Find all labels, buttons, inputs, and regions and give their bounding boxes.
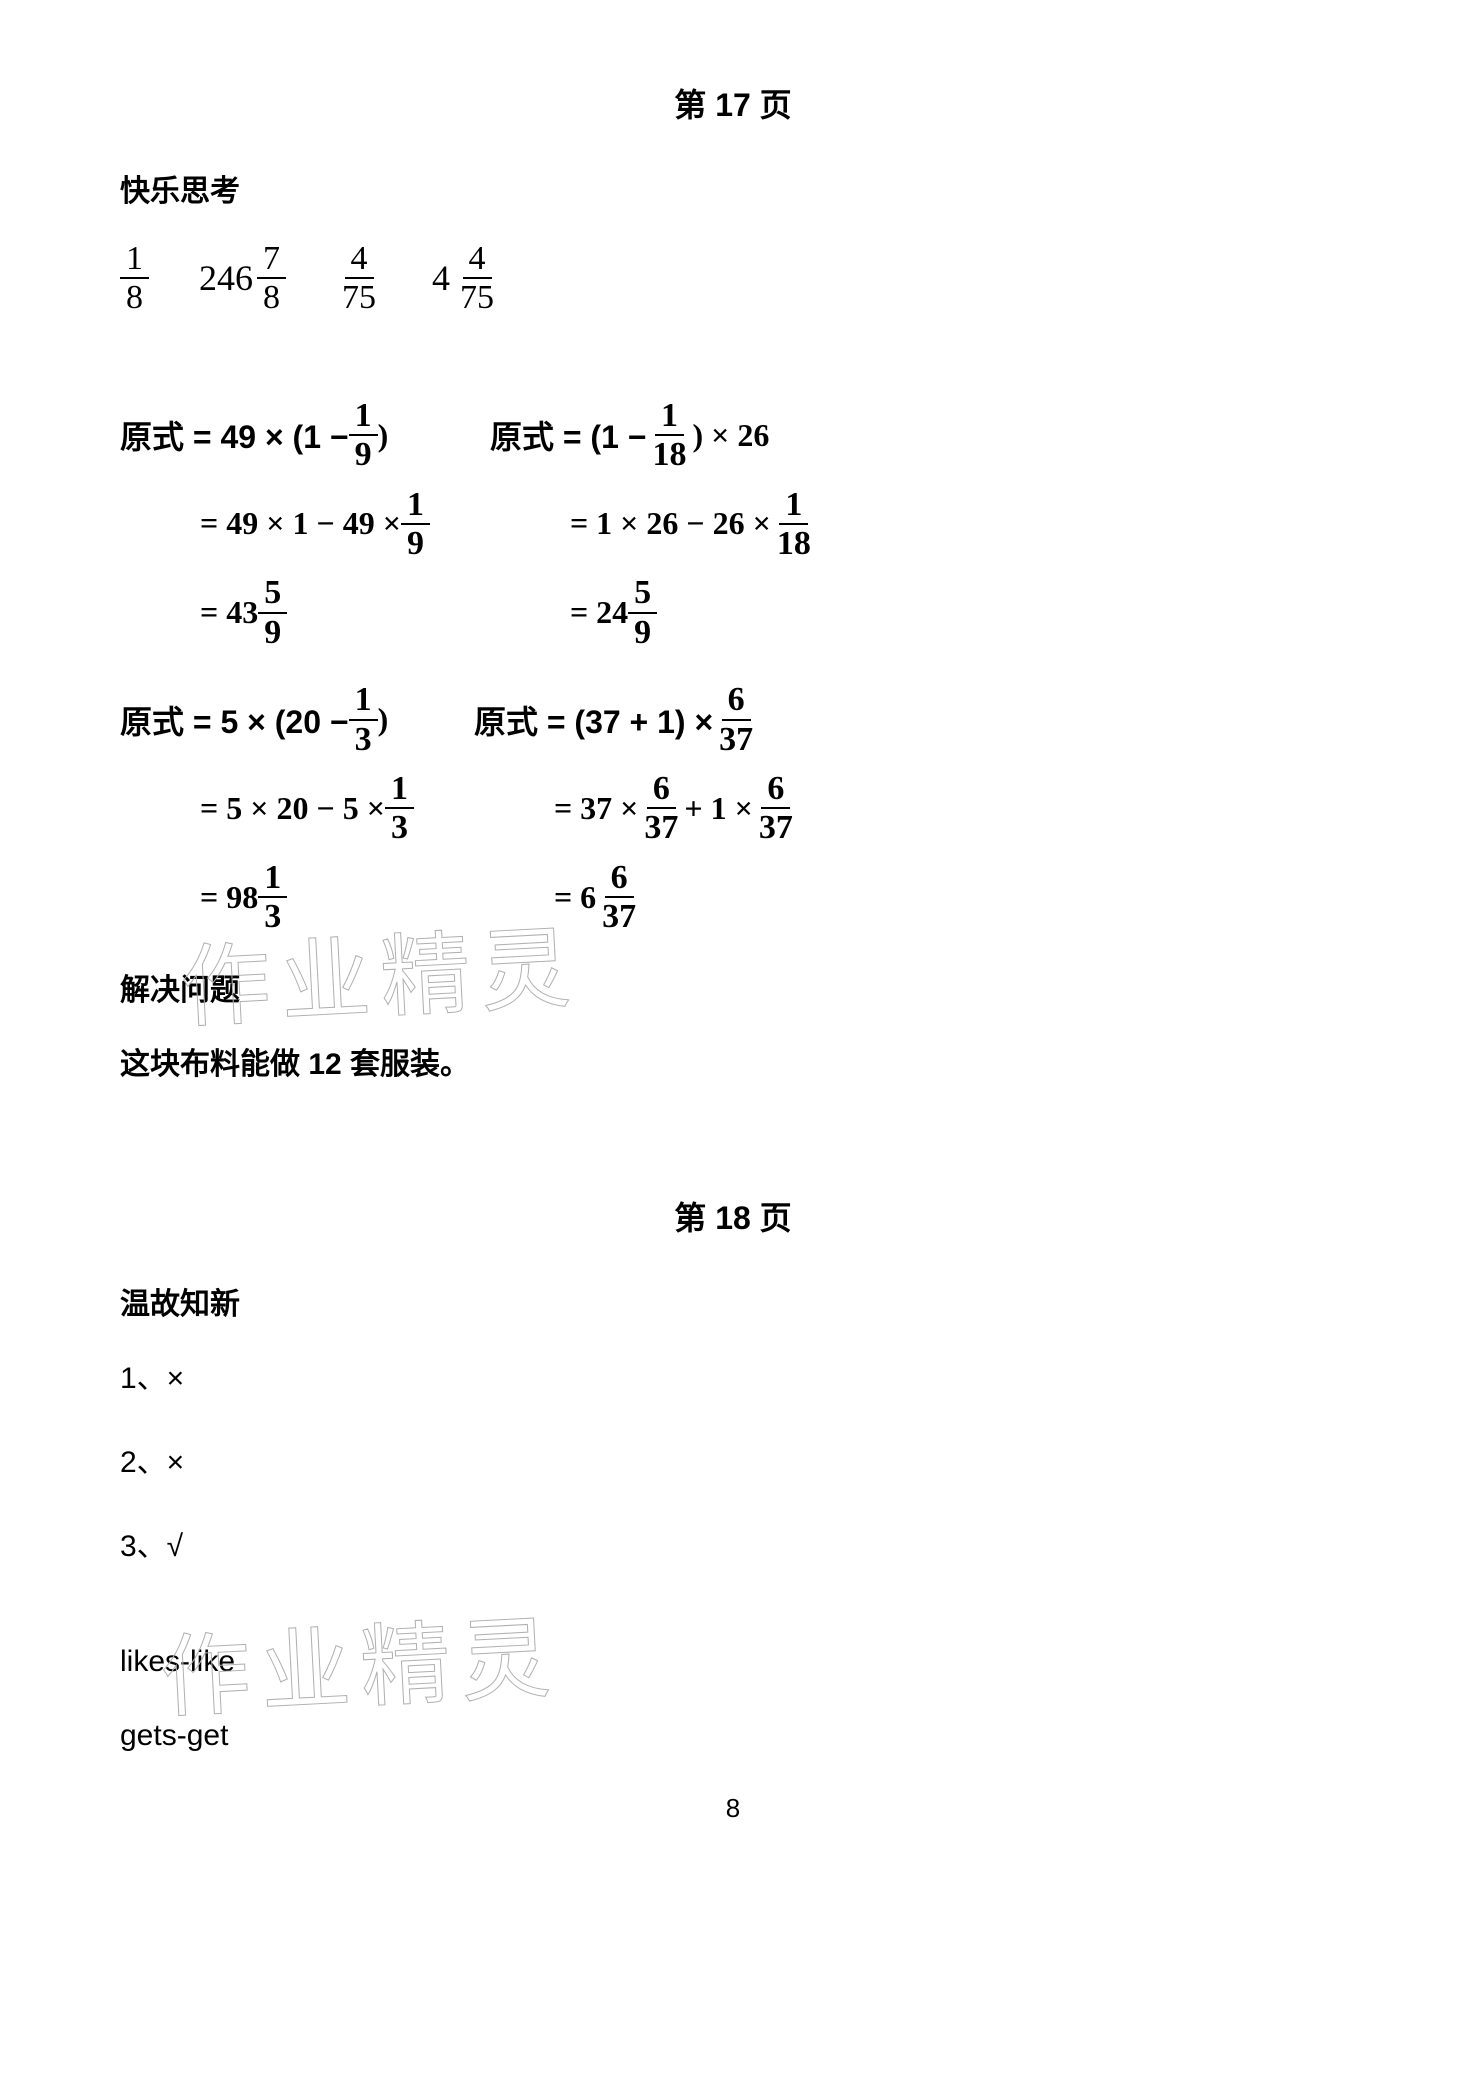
calculations: 原式 = 49 × (1 − 19 ) = 49 × 1 − 49 × 19 =… — [120, 397, 1346, 936]
calc-3: 原式 = 5 × (20 − 13 ) = 5 × 20 − 5 × 13 = … — [120, 681, 414, 935]
calc-1: 原式 = 49 × (1 − 19 ) = 49 × 1 − 49 × 19 =… — [120, 397, 430, 651]
section-happy-thinking: 快乐思考 — [120, 166, 1346, 210]
watermark-1-wrap: 作业精灵 解决问题 — [120, 965, 1346, 1009]
q3: 3、√ — [120, 1521, 1346, 1565]
answer-1: 1 8 — [120, 240, 149, 317]
page-17-title: 第 17 页 — [120, 80, 1346, 126]
calc-2: 原式 = (1 − 118 ) × 26 = 1 × 26 − 26 × 118… — [490, 397, 817, 651]
q2: 2、× — [120, 1437, 1346, 1481]
answer-2: 246 7 8 — [199, 240, 286, 317]
english-2: gets-get — [120, 1719, 1346, 1753]
page-number: 8 — [120, 1793, 1346, 1824]
q1: 1、× — [120, 1353, 1346, 1397]
english-1: likes-like — [120, 1645, 1346, 1679]
section-solve-problem: 解决问题 — [120, 965, 1346, 1009]
section-review: 温故知新 — [120, 1279, 1346, 1323]
watermark-2-wrap: 作业精灵 likes-like — [120, 1645, 1346, 1679]
calc-4: 原式 = (37 + 1) × 637 = 37 × 637 + 1 × 637… — [474, 681, 799, 935]
problem-answer: 这块布料能做 12 套服装。 — [120, 1039, 1346, 1083]
answer-4: 4 4 75 — [432, 240, 500, 317]
answer-row: 1 8 246 7 8 4 75 4 4 75 — [120, 240, 1346, 317]
page-18-title: 第 18 页 — [120, 1193, 1346, 1239]
answer-3: 4 75 — [336, 240, 382, 317]
